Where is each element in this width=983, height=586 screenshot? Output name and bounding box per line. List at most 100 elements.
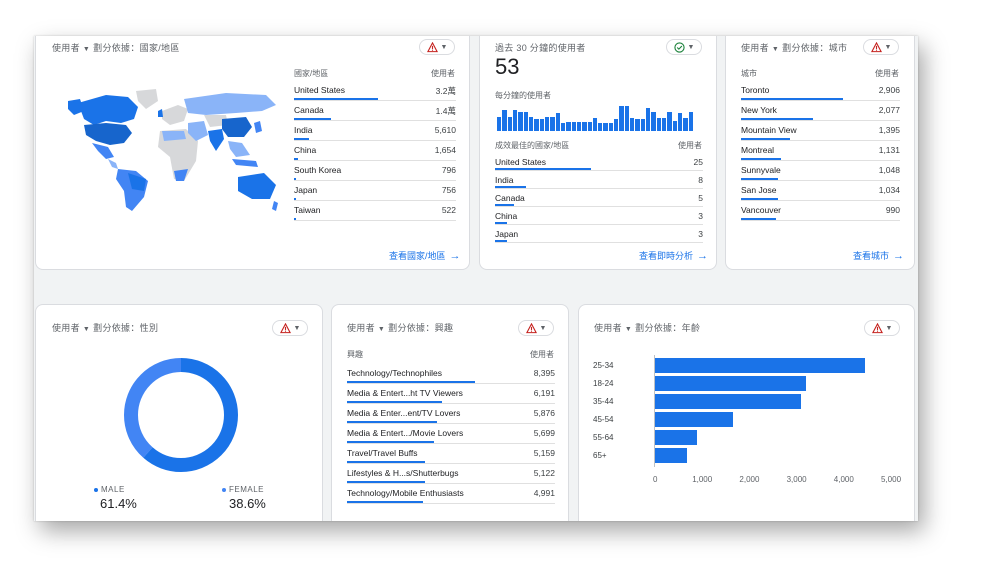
minute-bar xyxy=(571,121,576,131)
age-card-title[interactable]: 使用者 ▼ 劃分依據：年齡 xyxy=(594,323,701,333)
table-row[interactable]: Mountain View 1,395 xyxy=(741,121,900,141)
minute-bar xyxy=(608,123,614,131)
map-india xyxy=(208,129,224,151)
table-row[interactable]: Canada 1.4萬 xyxy=(294,101,456,121)
row-value: 1,395 xyxy=(878,125,900,135)
row-share-bar xyxy=(347,421,437,423)
table-row[interactable]: New York 2,077 xyxy=(741,101,900,121)
table-row[interactable]: Canada 5 xyxy=(495,189,703,207)
age-bar[interactable] xyxy=(655,448,688,463)
age-axis-tick: 0 xyxy=(653,475,658,484)
table-row[interactable]: United States 3.2萬 xyxy=(294,81,456,101)
status-chip[interactable]: ▼ xyxy=(518,320,554,336)
age-bar[interactable] xyxy=(655,394,802,409)
table-row[interactable]: Japan 3 xyxy=(495,225,703,243)
interest-col-metric: 使用者 xyxy=(530,350,554,359)
per-minute-chart[interactable] xyxy=(497,105,694,131)
row-value: 2,906 xyxy=(878,85,900,95)
minute-bar xyxy=(635,119,640,131)
row-value: 522 xyxy=(441,205,456,215)
row-label: Toronto xyxy=(741,85,770,95)
age-category-label: 18-24 xyxy=(593,379,614,388)
table-row[interactable]: Technology/Technophiles 8,395 xyxy=(347,364,555,384)
row-value: 1.4萬 xyxy=(435,106,456,116)
table-row[interactable]: China 1,654 xyxy=(294,141,456,161)
gender-card-title[interactable]: 使用者 ▼ 劃分依據：性別 xyxy=(52,323,159,333)
table-row[interactable]: Japan 756 xyxy=(294,181,456,201)
male-dot-icon xyxy=(94,487,98,492)
map-middle-east xyxy=(188,121,208,141)
age-bar[interactable] xyxy=(655,412,733,427)
realtime-col-metric: 使用者 xyxy=(678,141,702,150)
table-row[interactable]: China 3 xyxy=(495,207,703,225)
table-row[interactable]: San Jose 1,034 xyxy=(741,181,900,201)
table-row[interactable]: Media & Entert...ht TV Viewers 6,191 xyxy=(347,384,555,404)
caret-down-icon: ▼ xyxy=(82,46,91,53)
table-row[interactable]: Travel/Travel Buffs 5,159 xyxy=(347,444,555,464)
gender-donut-chart[interactable] xyxy=(123,357,239,473)
table-row[interactable]: Vancouver 990 xyxy=(741,201,900,221)
warning-icon xyxy=(279,322,291,333)
age-bar-chart[interactable]: 25-34 18-24 35-44 45-54 55-64 65+ 0 1,000 2,000 3… xyxy=(579,305,916,521)
table-row[interactable]: Lifestyles & H...s/Shutterbugs 5,122 xyxy=(347,464,555,484)
table-row[interactable]: Media & Entert.../Movie Lovers 5,699 xyxy=(347,424,555,444)
age-axis-line xyxy=(654,355,655,467)
row-share-bar xyxy=(495,204,515,206)
minute-bar xyxy=(502,110,507,131)
row-label: China xyxy=(294,145,317,155)
map-europe xyxy=(162,105,188,125)
city-card-title[interactable]: 使用者 ▼ 劃分依據：城市 xyxy=(741,43,848,53)
realtime-col-dim: 成效最佳的國家/地區 xyxy=(495,141,570,150)
table-row[interactable]: United States 25 xyxy=(495,153,703,171)
age-axis-tick: 1,000 xyxy=(692,475,713,484)
row-value: 796 xyxy=(441,165,456,175)
minute-bar xyxy=(619,106,624,131)
row-label: Technology/Mobile Enthusiasts xyxy=(347,488,464,498)
minute-bar xyxy=(497,116,502,131)
interest-card-title[interactable]: 使用者 ▼ 劃分依據：興趣 xyxy=(347,323,454,333)
view-countries-link[interactable]: 查看國家/地區 → xyxy=(389,250,461,262)
row-share-bar xyxy=(741,138,790,140)
row-value: 5,699 xyxy=(533,428,555,438)
age-bar[interactable] xyxy=(655,376,807,391)
status-chip[interactable]: ▼ xyxy=(272,320,308,336)
city-col-metric: 使用者 xyxy=(875,69,899,78)
warning-icon xyxy=(870,41,882,52)
table-row[interactable]: Montreal 1,131 xyxy=(741,141,900,161)
minute-bar xyxy=(667,111,672,131)
male-percent: 61.4% xyxy=(100,496,137,511)
minute-bar xyxy=(576,121,582,131)
table-row[interactable]: India 5,610 xyxy=(294,121,456,141)
table-row[interactable]: Toronto 2,906 xyxy=(741,81,900,101)
table-row[interactable]: Sunnyvale 1,048 xyxy=(741,161,900,181)
table-row[interactable]: India 8 xyxy=(495,171,703,189)
status-chip[interactable]: ▼ xyxy=(863,39,899,55)
view-realtime-link[interactable]: 查看即時分析 → xyxy=(639,250,709,262)
chevron-down-icon: ▼ xyxy=(884,43,892,51)
age-bar[interactable] xyxy=(655,430,697,445)
map-indonesia xyxy=(232,159,258,167)
row-share-bar xyxy=(294,218,296,220)
chevron-down-icon: ▼ xyxy=(539,324,547,332)
table-row[interactable]: Technology/Mobile Enthusiasts 4,991 xyxy=(347,484,555,504)
status-chip[interactable]: ▼ xyxy=(666,39,702,55)
row-value: 5,122 xyxy=(533,468,555,478)
male-slice[interactable] xyxy=(124,358,238,472)
row-value: 5,610 xyxy=(434,125,456,135)
row-value: 1,654 xyxy=(434,145,456,155)
minute-bar xyxy=(683,118,688,131)
status-chip[interactable]: ▼ xyxy=(419,39,455,55)
status-chip[interactable]: ▼ xyxy=(864,320,900,336)
age-bar[interactable] xyxy=(655,358,866,373)
country-card-title[interactable]: 使用者 ▼ 劃分依據：國家/地區 xyxy=(52,43,180,53)
world-map[interactable] xyxy=(66,85,281,215)
age-category-label: 55-64 xyxy=(593,433,614,442)
row-share-bar xyxy=(294,198,297,200)
table-row[interactable]: South Korea 796 xyxy=(294,161,456,181)
view-cities-link[interactable]: 查看城市 → xyxy=(853,250,905,262)
table-row[interactable]: Media & Enter...ent/TV Lovers 5,876 xyxy=(347,404,555,424)
table-row[interactable]: Taiwan 522 xyxy=(294,201,456,221)
country-card: 使用者 ▼ 劃分依據：國家/地區 ▼ xyxy=(35,36,470,270)
country-col-metric: 使用者 xyxy=(431,69,455,78)
minute-bar xyxy=(544,116,550,131)
